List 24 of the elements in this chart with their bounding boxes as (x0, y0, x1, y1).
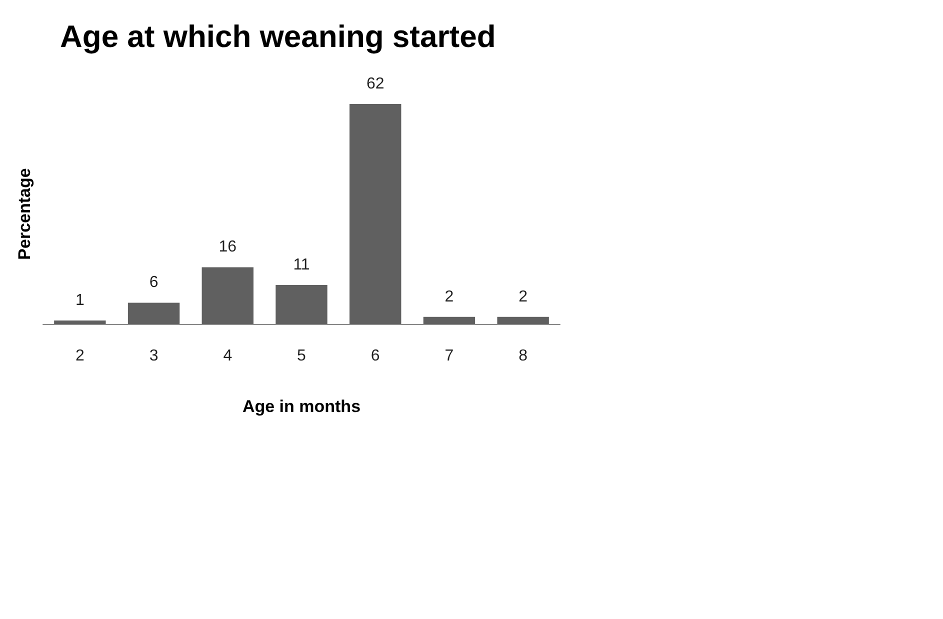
bar (423, 316, 476, 324)
x-axis-title: Age in months (242, 397, 361, 416)
data-label: 11 (293, 256, 310, 274)
bar (54, 320, 106, 324)
bar (350, 104, 402, 324)
x-tick-label: 2 (75, 348, 84, 364)
x-tick-label: 8 (518, 348, 528, 364)
data-label: 1 (75, 292, 84, 309)
x-tick-label: 6 (370, 348, 380, 364)
data-label: 2 (444, 288, 454, 306)
data-label: 6 (149, 274, 158, 292)
x-tick-label: 3 (149, 348, 158, 364)
y-axis-title: Percentage (15, 168, 34, 260)
data-label: 2 (518, 288, 528, 306)
x-tick-label: 4 (223, 348, 232, 364)
data-label: 16 (218, 238, 237, 256)
bar (202, 267, 254, 324)
x-tick-label: 7 (444, 348, 454, 364)
bar (497, 316, 549, 324)
x-tick-label: 5 (297, 348, 306, 364)
bar (128, 302, 180, 324)
bar (276, 284, 328, 324)
data-label: 62 (366, 76, 384, 92)
chart-title: Age at which weaning started (60, 19, 496, 54)
